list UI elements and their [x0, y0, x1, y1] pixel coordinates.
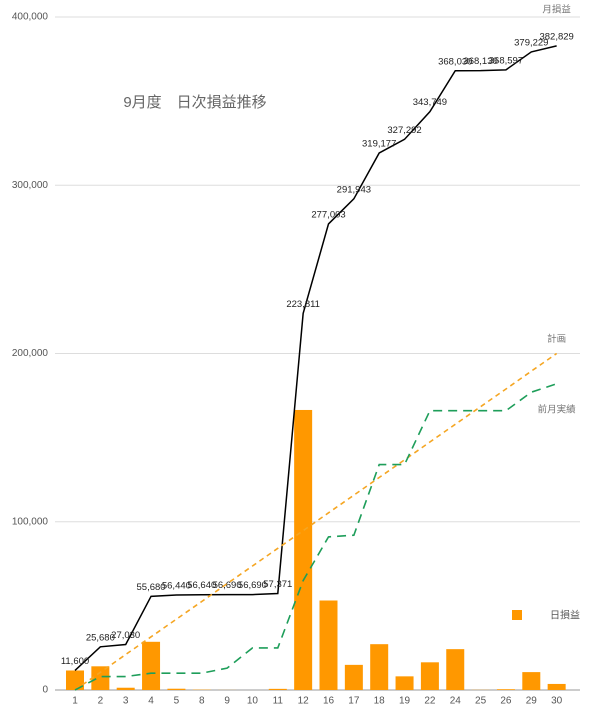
x-tick-label: 1 [72, 696, 78, 707]
x-tick-label: 19 [399, 696, 411, 707]
data-label: 223,811 [286, 299, 320, 310]
bar [421, 662, 439, 690]
x-tick-label: 29 [526, 696, 538, 707]
bar [370, 644, 388, 690]
line [75, 46, 557, 671]
legend-label: 日損益 [550, 609, 580, 622]
y-tick-label: 100,000 [12, 516, 49, 527]
x-tick-label: 8 [199, 696, 205, 707]
data-label: 343,749 [413, 97, 447, 108]
data-label: 57,371 [263, 579, 292, 590]
series-label: 前月実績 [538, 403, 577, 415]
bar [522, 672, 540, 690]
bar [396, 676, 414, 690]
x-tick-label: 17 [348, 696, 360, 707]
data-label: 11,600 [61, 656, 89, 667]
bar [91, 666, 109, 690]
x-tick-label: 10 [247, 696, 259, 707]
x-tick-label: 11 [273, 696, 284, 707]
bar [320, 601, 338, 690]
x-tick-label: 12 [298, 696, 310, 707]
x-tick-label: 26 [500, 696, 512, 707]
x-tick-label: 18 [374, 696, 386, 707]
x-tick-label: 4 [148, 696, 154, 707]
bar [294, 410, 312, 690]
legend-swatch [512, 610, 522, 620]
x-tick-label: 3 [123, 696, 129, 707]
bar [548, 684, 566, 690]
data-label: 291,943 [337, 184, 371, 195]
x-tick-label: 9 [224, 696, 230, 707]
y-tick-label: 0 [42, 685, 48, 696]
bar [269, 689, 287, 690]
data-label: 277,003 [311, 209, 345, 220]
x-tick-label: 5 [174, 696, 180, 707]
x-tick-label: 24 [450, 696, 462, 707]
data-label: 319,177 [362, 139, 396, 150]
bar [167, 689, 185, 690]
series-label: 計画 [547, 333, 566, 345]
bar [142, 642, 160, 690]
chart-title: 9月度 日次損益推移 [123, 94, 266, 111]
data-label: 382,829 [539, 31, 573, 42]
x-tick-label: 25 [475, 696, 487, 707]
x-tick-label: 16 [323, 696, 335, 707]
y-tick-label: 200,000 [12, 348, 49, 359]
bar [497, 689, 515, 690]
x-tick-label: 2 [98, 696, 104, 707]
bar [345, 665, 363, 690]
data-label: 327,292 [387, 125, 421, 136]
data-label: 368,597 [489, 55, 523, 66]
bar [446, 649, 464, 690]
x-tick-label: 22 [424, 696, 436, 707]
y-tick-label: 300,000 [12, 180, 49, 191]
bar [117, 688, 135, 690]
data-label: 27,030 [111, 630, 140, 641]
x-tick-label: 30 [551, 696, 563, 707]
y-tick-label: 400,000 [12, 12, 49, 23]
series-label: 月損益 [542, 3, 571, 15]
